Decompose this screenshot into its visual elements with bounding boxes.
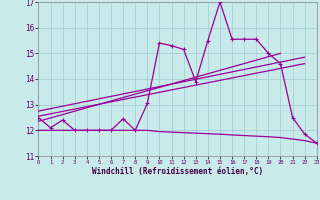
X-axis label: Windchill (Refroidissement éolien,°C): Windchill (Refroidissement éolien,°C) (92, 167, 263, 176)
